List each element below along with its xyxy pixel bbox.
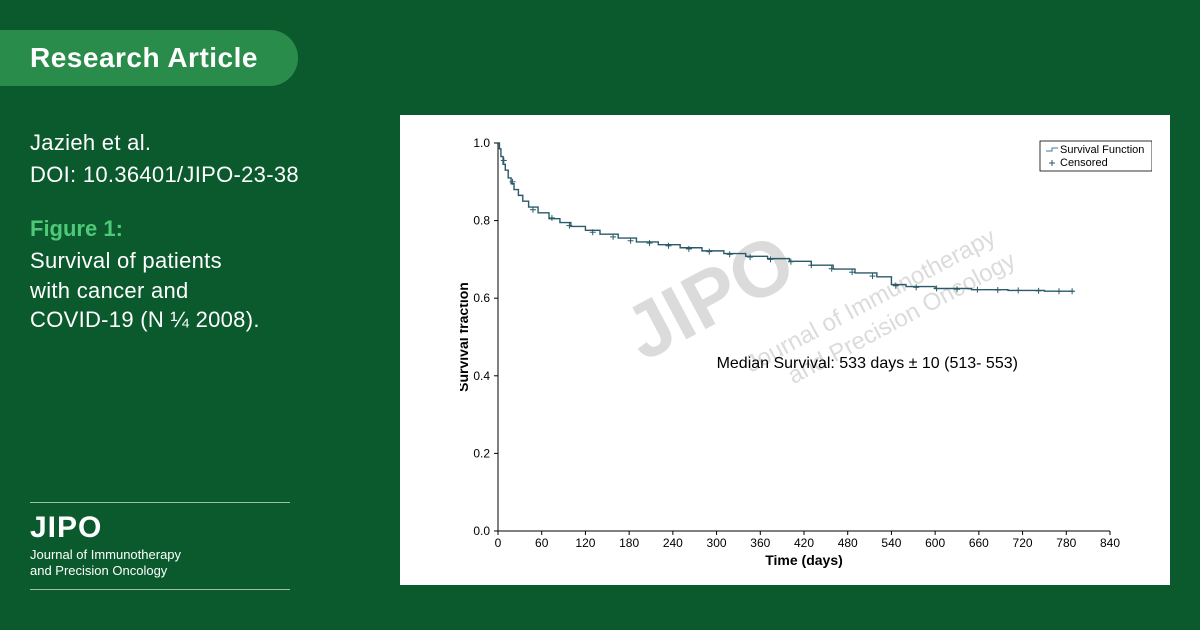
svg-text:0.4: 0.4 [473, 369, 490, 383]
svg-text:Survival Function: Survival Function [1060, 144, 1144, 156]
svg-text:180: 180 [619, 536, 639, 550]
svg-text:60: 60 [535, 536, 549, 550]
journal-name-line-2: and Precision Oncology [30, 563, 167, 578]
survival-chart: JIPOJournal of Immunotherapyand Precisio… [460, 135, 1152, 569]
figure-caption: Survival of patients with cancer and COV… [30, 246, 370, 335]
svg-text:Time (days): Time (days) [765, 552, 843, 568]
header-pill-label: Research Article [30, 42, 258, 74]
svg-text:0: 0 [495, 536, 502, 550]
caption-line-3: COVID-19 (N ¼ 2008). [30, 307, 260, 332]
svg-text:0.0: 0.0 [473, 524, 490, 538]
svg-text:120: 120 [575, 536, 595, 550]
svg-text:600: 600 [925, 536, 945, 550]
svg-text:Censored: Censored [1060, 157, 1108, 169]
svg-text:Median Survival: 533 days ± 10: Median Survival: 533 days ± 10 (513- 553… [717, 355, 1018, 372]
svg-text:0.8: 0.8 [473, 214, 490, 228]
svg-text:Survival fraction: Survival fraction [460, 282, 471, 392]
svg-text:720: 720 [1013, 536, 1033, 550]
journal-logo-block: JIPO Journal of Immunotherapy and Precis… [30, 502, 290, 591]
svg-text:0.2: 0.2 [473, 446, 490, 460]
svg-text:300: 300 [707, 536, 727, 550]
journal-name-line-1: Journal of Immunotherapy [30, 547, 181, 562]
journal-abbr: JIPO [30, 511, 290, 545]
svg-text:780: 780 [1056, 536, 1076, 550]
doi-text: DOI: 10.36401/JIPO-23-38 [30, 162, 370, 188]
left-column: Jazieh et al. DOI: 10.36401/JIPO-23-38 F… [30, 130, 370, 335]
svg-text:540: 540 [881, 536, 901, 550]
survival-chart-container: JIPOJournal of Immunotherapyand Precisio… [400, 115, 1170, 585]
svg-text:480: 480 [838, 536, 858, 550]
caption-line-2: with cancer and [30, 278, 189, 303]
authors-text: Jazieh et al. [30, 130, 370, 156]
svg-text:840: 840 [1100, 536, 1120, 550]
svg-text:420: 420 [794, 536, 814, 550]
header-pill: Research Article [0, 30, 298, 86]
svg-text:360: 360 [750, 536, 770, 550]
figure-label: Figure 1: [30, 216, 370, 242]
journal-full-name: Journal of Immunotherapy and Precision O… [30, 547, 290, 580]
svg-text:240: 240 [663, 536, 683, 550]
svg-text:660: 660 [969, 536, 989, 550]
svg-text:0.6: 0.6 [473, 291, 490, 305]
svg-text:1.0: 1.0 [473, 136, 490, 150]
caption-line-1: Survival of patients [30, 248, 222, 273]
